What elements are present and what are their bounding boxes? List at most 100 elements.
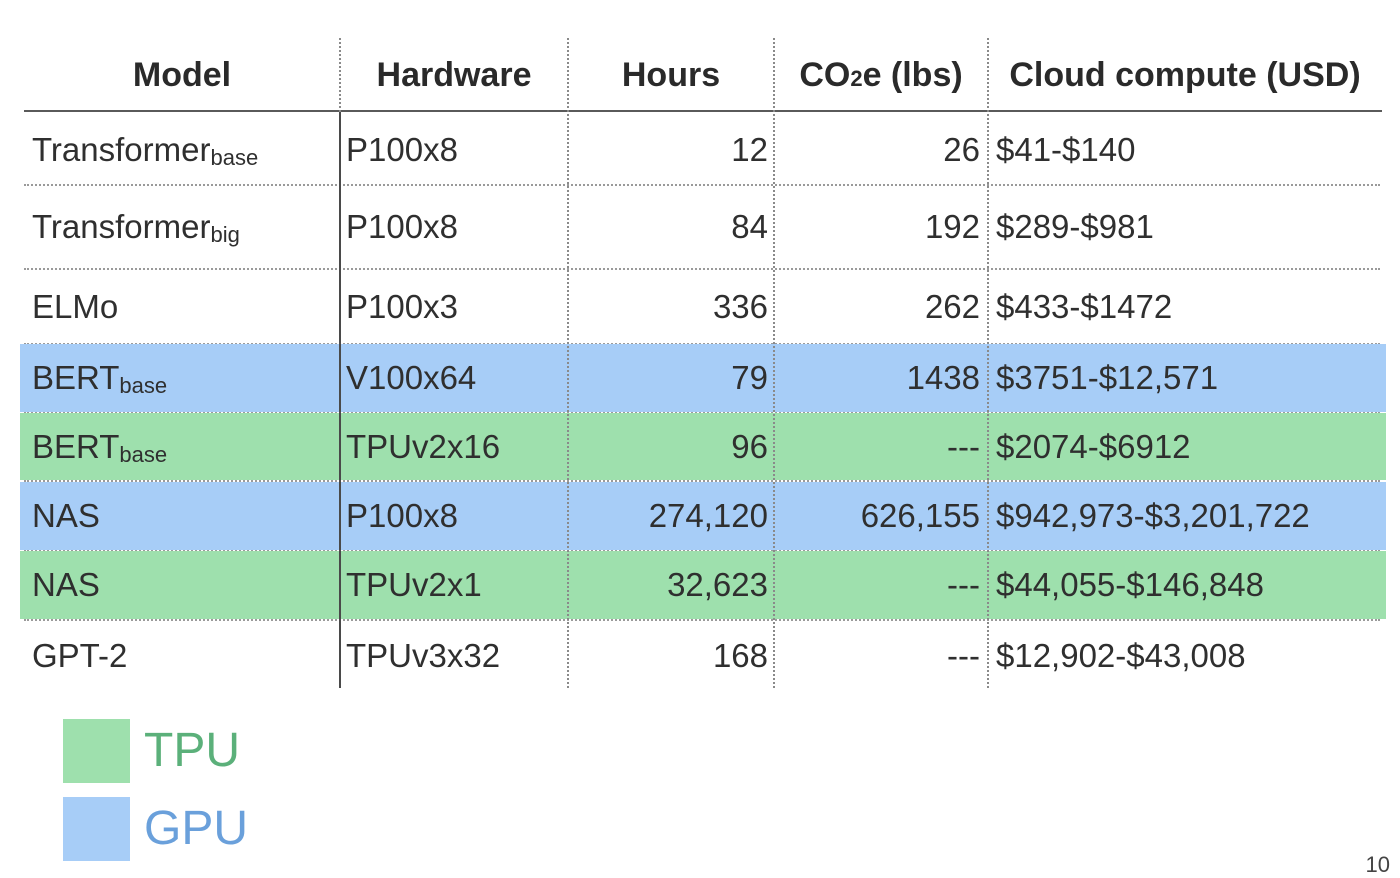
cell-co2: 26: [780, 116, 980, 184]
header-co2: CO2e (lbs): [774, 40, 988, 110]
gpu-row-highlight: [20, 344, 1386, 412]
table-row: ELMo P100x3 336 262 $433-$1472: [0, 270, 1400, 343]
cell-hardware: TPUv2x16: [346, 413, 561, 480]
header-co2-rest: e (lbs): [862, 56, 963, 94]
cell-cloud: $2074-$6912: [996, 413, 1386, 480]
cell-hardware-text: TPUv3x32: [346, 637, 501, 674]
cell-hardware-text: P100x8: [346, 497, 458, 534]
table-row: NAS P100x8 274,120 626,155 $942,973-$3,201,7…: [0, 482, 1400, 550]
column-divider-hardware: [567, 38, 569, 688]
cell-model: GPT-2: [32, 622, 332, 690]
cell-hardware-text: P100x8: [346, 131, 458, 168]
cell-cloud-text: $44,055-$146,848: [996, 566, 1264, 603]
cell-cloud-text: $433-$1472: [996, 287, 1173, 325]
column-divider-hardware-top: [339, 38, 341, 112]
cell-co2-text: ---: [947, 427, 980, 465]
cell-model-text: Transformer: [32, 131, 211, 168]
cell-model-text: GPT-2: [32, 637, 128, 674]
cell-co2: 262: [780, 270, 980, 343]
header-model: Model: [132, 56, 232, 94]
cell-hardware: P100x3: [346, 270, 561, 343]
cell-co2-text: 1438: [906, 359, 980, 396]
cell-hardware: P100x8: [346, 186, 561, 268]
cell-co2-text: 262: [924, 287, 980, 325]
cell-cloud: $3751-$12,571: [996, 344, 1386, 412]
cell-cloud-text: $2074-$6912: [996, 427, 1191, 465]
cell-co2: 626,155: [780, 482, 980, 550]
cell-model-text: ELMo: [32, 287, 119, 325]
cell-hours: 84: [574, 186, 768, 268]
header-hours: Hours: [621, 56, 721, 94]
cell-co2-text: 192: [924, 208, 980, 245]
cell-co2-text: ---: [947, 566, 980, 603]
table-row: BERT base TPUv2x16 96 --- $2074-$6912: [0, 413, 1400, 480]
cell-model-subscript: base: [119, 373, 168, 398]
header-co2-main: CO: [799, 56, 851, 94]
cell-hardware-text: P100x8: [346, 208, 458, 245]
cell-hardware-text: TPUv2x16: [346, 427, 501, 465]
cell-hardware: P100x8: [346, 482, 561, 550]
cell-model: ELMo: [32, 270, 332, 343]
cell-co2: 1438: [780, 344, 980, 412]
cell-cloud-text: $942,973-$3,201,722: [996, 497, 1310, 534]
legend-tpu-label: TPU: [144, 724, 240, 777]
cell-cloud: $12,902-$43,008: [996, 622, 1386, 690]
cell-hours: 96: [574, 413, 768, 480]
gpu-row-highlight: [20, 482, 1386, 550]
cell-cloud-text: $41-$140: [996, 131, 1136, 168]
cell-co2: 192: [780, 186, 980, 268]
cell-hours-text: 32,623: [667, 566, 768, 603]
row-separator: [24, 619, 1380, 621]
cell-hours-text: 79: [731, 359, 768, 396]
legend-gpu-label: GPU: [144, 802, 249, 855]
cell-hardware-text: P100x3: [346, 287, 458, 325]
table-row: BERT base V100x64 79 1438 $3751-$12,571: [0, 344, 1400, 412]
cell-hours-text: 84: [731, 208, 768, 245]
page-number: 10: [1365, 852, 1390, 877]
cell-cloud: $433-$1472: [996, 270, 1386, 343]
cell-hours-text: 168: [712, 637, 768, 674]
cell-hours: 274,120: [574, 482, 768, 550]
table-row: Transformer big P100x8 84 192 $289-$981: [0, 186, 1400, 268]
column-divider-hours: [773, 38, 775, 688]
legend-gpu-swatch: [63, 797, 130, 861]
cell-cloud-text: $12,902-$43,008: [996, 637, 1246, 674]
header-co2-subscript: 2: [850, 66, 863, 91]
tpu-row-highlight: [20, 413, 1386, 480]
header-hardware: Hardware: [376, 56, 532, 94]
cell-model: Transformer base: [32, 116, 332, 184]
cell-co2: ---: [780, 413, 980, 480]
cell-model-text: BERT: [32, 427, 120, 465]
cell-cloud: $44,055-$146,848: [996, 551, 1386, 619]
cell-model-text: BERT: [32, 359, 120, 396]
cell-cloud: $942,973-$3,201,722: [996, 482, 1386, 550]
row-separator: [24, 184, 1380, 186]
row-separator: [24, 268, 1380, 270]
cell-hardware-text: TPUv2x1: [346, 566, 482, 603]
legend-tpu-swatch: [63, 719, 130, 783]
cell-model-text: Transformer: [32, 208, 211, 245]
cell-co2-text: ---: [947, 637, 980, 674]
cell-hardware-text: V100x64: [346, 359, 477, 396]
cell-hours: 336: [574, 270, 768, 343]
cell-model: NAS: [32, 482, 332, 550]
cell-co2-text: 26: [943, 131, 980, 168]
cell-co2-text: 626,155: [860, 497, 980, 534]
cell-model-text: NAS: [32, 566, 100, 603]
cell-model-subscript: big: [210, 222, 240, 247]
cell-hours: 32,623: [574, 551, 768, 619]
cell-hardware: TPUv3x32: [346, 622, 561, 690]
cell-co2: ---: [780, 551, 980, 619]
cell-hours: 168: [574, 622, 768, 690]
tpu-row-highlight: [20, 551, 1386, 619]
row-separator: [24, 480, 1380, 482]
cell-cloud: $289-$981: [996, 186, 1386, 268]
cell-model: Transformer big: [32, 186, 332, 268]
header-rule: [24, 110, 1382, 112]
cell-model: BERT base: [32, 413, 332, 480]
cell-co2: ---: [780, 622, 980, 690]
cell-model-subscript: base: [210, 145, 259, 170]
table-row: GPT-2 TPUv3x32 168 --- $12,902-$43,008: [0, 622, 1400, 690]
header-cloud-compute: Cloud compute (USD): [1009, 56, 1361, 94]
